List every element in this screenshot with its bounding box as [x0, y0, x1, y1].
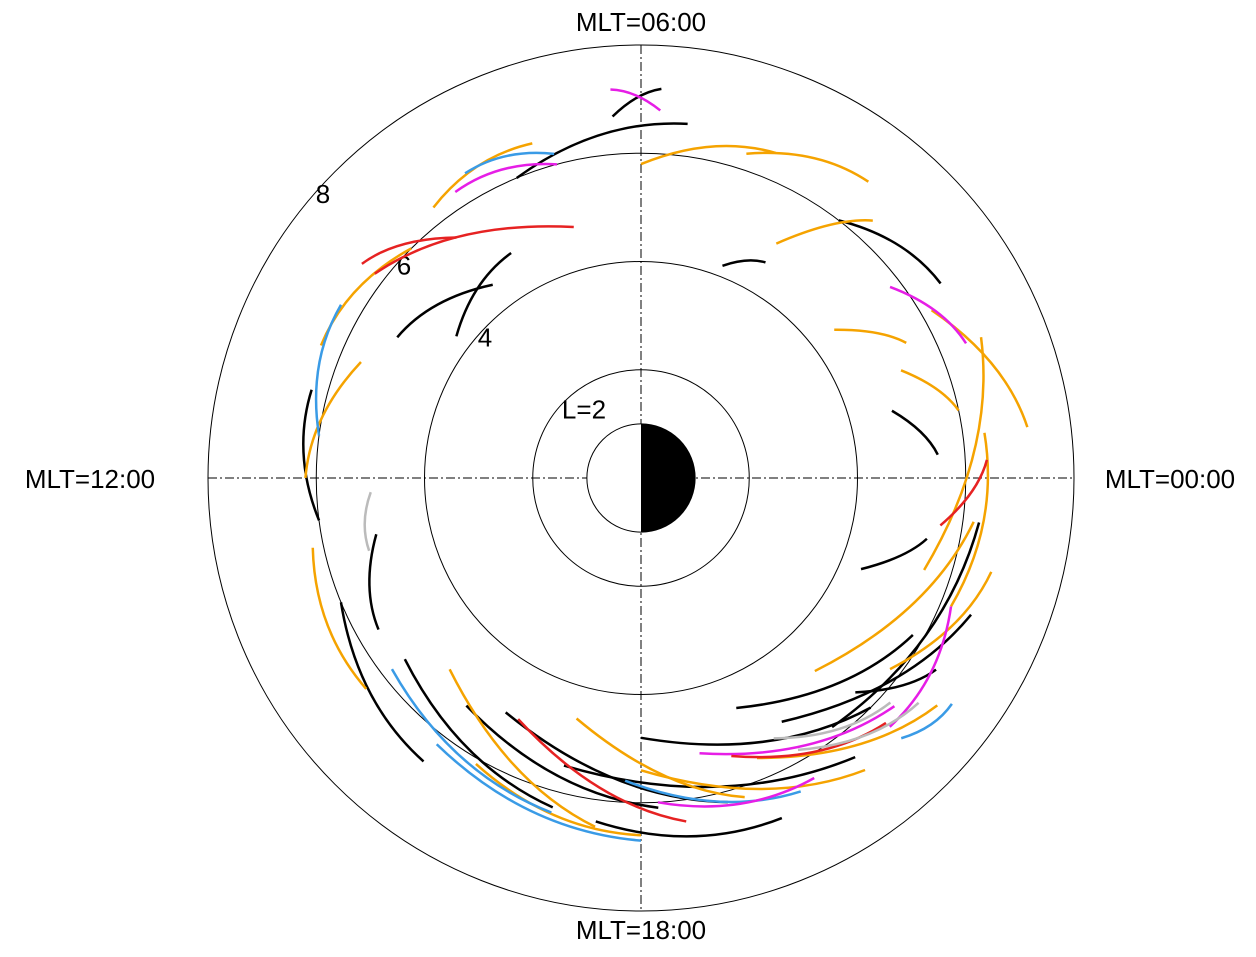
- orbit-segment: [746, 151, 870, 183]
- orbit-segment: [595, 816, 783, 838]
- orbit-segment: [838, 219, 942, 285]
- orbit-segment: [339, 602, 425, 763]
- orbit-segment: [949, 432, 990, 608]
- orbit-segment: [923, 336, 985, 571]
- orbit-segment: [374, 225, 574, 275]
- orbit-segment: [361, 236, 457, 265]
- orbit-segment: [657, 776, 815, 808]
- orbit-segment: [610, 88, 662, 112]
- orbit-segment: [775, 219, 873, 245]
- orbit-segment: [939, 459, 989, 527]
- orbit-segment: [396, 283, 493, 339]
- ring-label: 8: [316, 179, 330, 209]
- orbit-segment: [731, 721, 887, 759]
- orbit-segment: [314, 304, 343, 436]
- orbit-segment: [515, 122, 688, 179]
- orbit-segment: [611, 87, 662, 118]
- orbit-segment: [368, 533, 380, 631]
- orbit-segment: [640, 706, 872, 746]
- orbit-segment: [640, 144, 776, 166]
- orbit-segment: [891, 409, 939, 456]
- orbit-segment: [889, 571, 993, 671]
- orbit-segment: [455, 251, 512, 337]
- orbit-segment: [575, 717, 745, 799]
- orbit-segment: [464, 151, 555, 175]
- orbit-segment: [722, 259, 766, 267]
- orbit-segment: [773, 701, 892, 740]
- orbit-segment: [797, 701, 920, 752]
- orbit-segment: [699, 705, 896, 756]
- orbit-segment: [834, 328, 907, 344]
- orbit-segment: [403, 658, 554, 809]
- earth-night: [641, 423, 696, 533]
- orbit-segment: [465, 704, 659, 809]
- orbit-segment: [860, 537, 928, 571]
- orbit-segment: [475, 762, 642, 837]
- orbit-segment: [831, 522, 981, 729]
- orbit-segment: [448, 668, 596, 828]
- orbit-segment: [517, 718, 687, 823]
- orbit-segment: [736, 634, 914, 710]
- orbit-segment: [435, 743, 642, 842]
- angle-label-top: MLT=06:00: [576, 7, 706, 37]
- orbit-segment: [454, 162, 558, 194]
- orbit-segment: [390, 668, 552, 814]
- ring-label: L=2: [562, 394, 606, 424]
- orbit-segment: [889, 285, 968, 345]
- orbit-segment: [563, 755, 856, 789]
- orbit-segment: [302, 389, 321, 521]
- orbit-segment: [304, 361, 362, 479]
- orbit-segment: [363, 491, 372, 552]
- orbit-segment: [781, 613, 972, 723]
- orbit-segment: [900, 703, 953, 740]
- angle-label-left: MLT=12:00: [25, 464, 155, 494]
- angle-label-right: MLT=00:00: [1105, 464, 1235, 494]
- orbit-segment: [624, 779, 802, 804]
- ring-label: 4: [478, 323, 492, 353]
- orbit-segment: [814, 521, 975, 673]
- orbit-segment: [900, 369, 960, 412]
- orbit-segment: [311, 547, 368, 690]
- angle-label-bottom: MLT=18:00: [576, 915, 706, 945]
- orbit-segment: [930, 309, 1029, 428]
